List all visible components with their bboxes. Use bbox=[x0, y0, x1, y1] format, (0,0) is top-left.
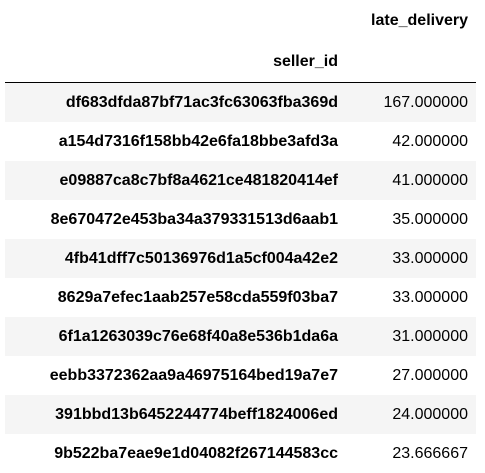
row-value: 27.000000 bbox=[392, 366, 468, 384]
row-index: df683dfda87bf71ac3fc63063fba369d bbox=[65, 93, 338, 111]
dataframe-table: late_delivery seller_id df683dfda87bf71a… bbox=[5, 0, 476, 473]
column-header-blank bbox=[5, 0, 346, 41]
column-header-row: late_delivery bbox=[5, 0, 476, 41]
table-row: 4fb41dff7c50136976d1a5cf004a42e2 33.0000… bbox=[5, 239, 476, 278]
index-header-row: seller_id bbox=[5, 41, 476, 83]
table-row: df683dfda87bf71ac3fc63063fba369d 167.000… bbox=[5, 82, 476, 122]
table-row: a154d7316f158bb42e6fa18bbe3afd3a 42.0000… bbox=[5, 122, 476, 161]
row-index: 8e670472e453ba34a379331513d6aab1 bbox=[50, 210, 338, 228]
row-index: a154d7316f158bb42e6fa18bbe3afd3a bbox=[58, 132, 338, 150]
row-index: eebb3372362aa9a46975164bed19a7e7 bbox=[49, 366, 338, 384]
column-header-late-delivery: late_delivery bbox=[371, 11, 468, 29]
row-value: 23.666667 bbox=[392, 444, 468, 462]
table-row: e09887ca8c7bf8a4621ce481820414ef 41.0000… bbox=[5, 161, 476, 200]
index-header-blank bbox=[346, 41, 476, 83]
row-value: 24.000000 bbox=[392, 405, 468, 423]
index-name-seller-id: seller_id bbox=[5, 41, 346, 83]
row-value: 42.000000 bbox=[392, 132, 468, 150]
row-index: 9b522ba7eae9e1d04082f267144583cc bbox=[54, 444, 338, 462]
table-row: 6f1a1263039c76e68f40a8e536b1da6a 31.0000… bbox=[5, 317, 476, 356]
row-value: 41.000000 bbox=[392, 171, 468, 189]
row-index: 6f1a1263039c76e68f40a8e536b1da6a bbox=[58, 327, 338, 345]
row-value: 35.000000 bbox=[392, 210, 468, 228]
table-row: 8629a7efec1aab257e58cda559f03ba7 33.0000… bbox=[5, 278, 476, 317]
table-row: 391bbd13b6452244774beff1824006ed 24.0000… bbox=[5, 395, 476, 434]
row-index: 8629a7efec1aab257e58cda559f03ba7 bbox=[57, 288, 338, 306]
row-index: 391bbd13b6452244774beff1824006ed bbox=[55, 405, 338, 423]
row-index: e09887ca8c7bf8a4621ce481820414ef bbox=[59, 171, 338, 189]
row-value: 33.000000 bbox=[392, 249, 468, 267]
table-row: 8e670472e453ba34a379331513d6aab1 35.0000… bbox=[5, 200, 476, 239]
table-row: eebb3372362aa9a46975164bed19a7e7 27.0000… bbox=[5, 356, 476, 395]
row-index: 4fb41dff7c50136976d1a5cf004a42e2 bbox=[64, 249, 338, 267]
table-row: 9b522ba7eae9e1d04082f267144583cc 23.6666… bbox=[5, 434, 476, 473]
row-value: 167.000000 bbox=[383, 93, 468, 111]
row-value: 33.000000 bbox=[392, 288, 468, 306]
row-value: 31.000000 bbox=[392, 327, 468, 345]
